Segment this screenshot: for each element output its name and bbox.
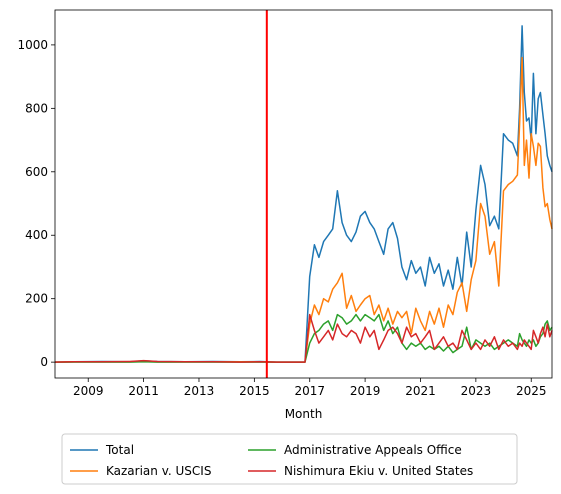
legend-label-1: Kazarian v. USCIS [106,464,211,478]
series-line-2 [55,313,553,363]
legend-label-0: Total [105,443,134,457]
y-tick-label: 200 [25,292,48,306]
y-tick-label: 600 [25,165,48,179]
series-layer [54,25,553,363]
x-tick-label: 2021 [405,384,436,398]
x-tick-label: 2017 [294,384,325,398]
series-line-3 [54,313,553,363]
y-axis-ticks: 0 200 400 600 800 1000 [17,38,55,369]
x-tick-label: 2009 [73,384,104,398]
x-axis-ticks: 2009 2011 2013 2015 2017 2019 2021 2023 2025 [73,378,547,398]
legend: Total Kazarian v. USCIS Administrative App… [61,433,518,485]
x-axis-title: Month [285,407,323,421]
legend-label-2: Administrative Appeals Office [284,443,462,457]
y-tick-label: 1000 [17,38,48,52]
y-tick-label: 800 [25,101,48,115]
legend-box [61,433,518,485]
x-tick-label: 2019 [350,384,381,398]
x-tick-label: 2013 [184,384,215,398]
x-tick-label: 2015 [239,384,270,398]
y-tick-label: 400 [25,228,48,242]
axes-frame [54,9,553,379]
series-line-1 [54,56,553,363]
x-tick-label: 2023 [461,384,492,398]
series-line-0 [54,25,553,363]
y-tick-label: 0 [40,355,48,369]
legend-label-3: Nishimura Ekiu v. United States [284,464,473,478]
x-tick-label: 2025 [516,384,547,398]
x-tick-label: 2011 [128,384,159,398]
